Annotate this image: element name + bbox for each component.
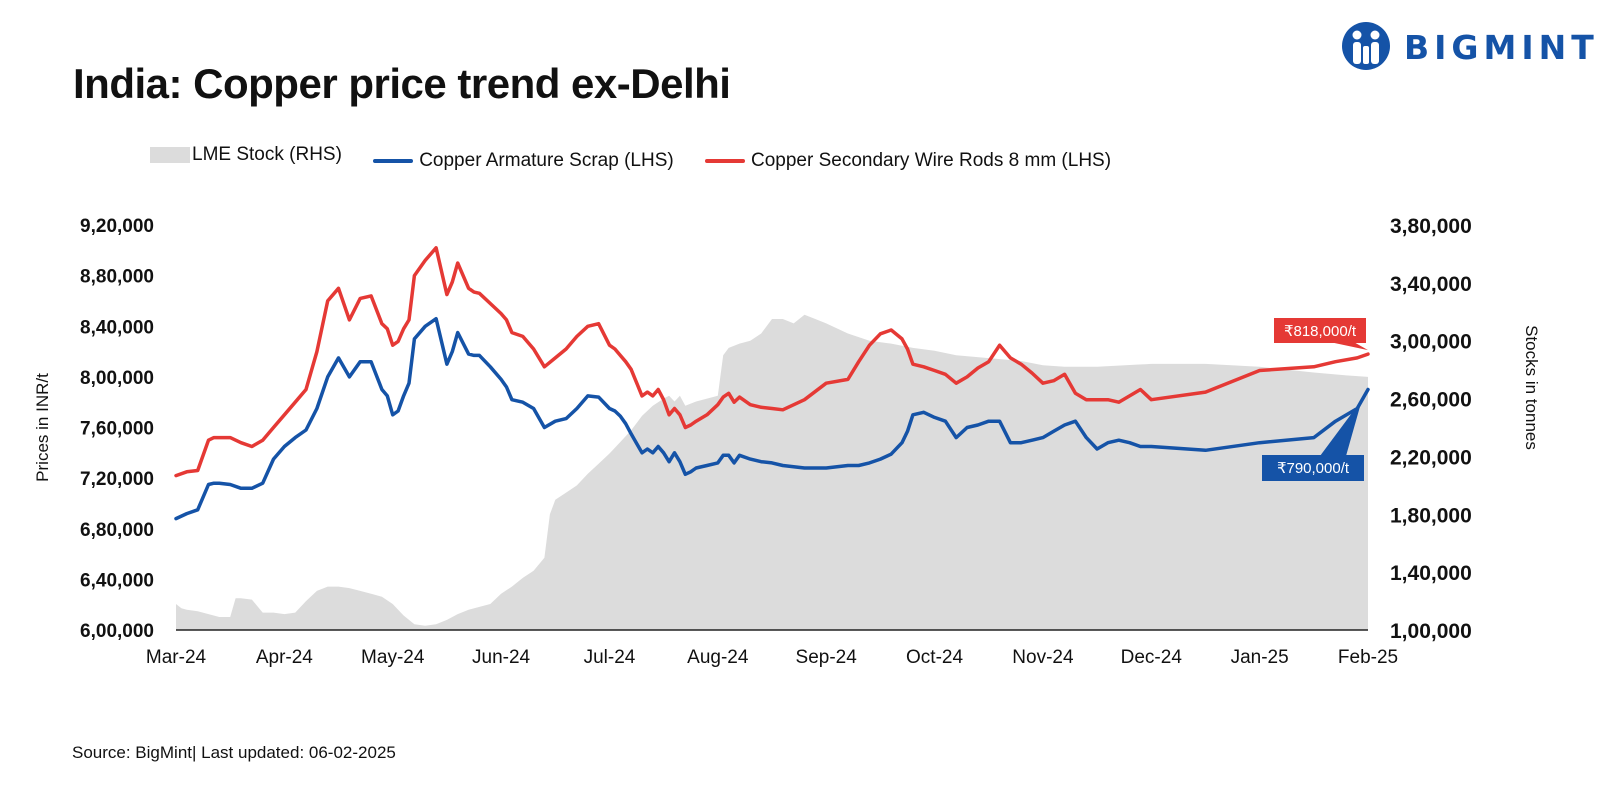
y-left-tick-label: 6,80,000	[80, 520, 154, 541]
y-left-axis-title: Prices in INR/t	[33, 373, 52, 482]
red-callout-box	[1274, 318, 1366, 343]
x-tick-label: Sep-24	[796, 647, 858, 668]
y-left-tick-label: 8,00,000	[80, 368, 154, 389]
legend-swatch-blue-line	[373, 159, 414, 163]
brand-name: BIGMINT	[1404, 28, 1599, 67]
y-right-tick-label: 3,40,000	[1390, 273, 1472, 296]
bigmint-logo-icon	[1342, 22, 1390, 70]
y-left-tick-label: 8,80,000	[80, 267, 154, 288]
y-left-tick-label: 6,40,000	[80, 570, 154, 591]
x-tick-label: Jun-24	[472, 647, 531, 668]
legend-label-lme-stock: LME Stock (RHS)	[192, 144, 342, 165]
y-left-tick-label: 7,20,000	[80, 469, 154, 490]
y-right-tick-label: 3,00,000	[1390, 331, 1472, 354]
legend-label-wire-rods: Copper Secondary Wire Rods 8 mm (LHS)	[750, 150, 1112, 171]
legend-label-armature-scrap: Copper Armature Scrap (LHS)	[419, 150, 674, 171]
y-right-tick-label: 3,80,000	[1390, 215, 1472, 238]
y-left-tick-label: 7,60,000	[80, 419, 154, 440]
y-left-tick-label: 8,40,000	[80, 317, 154, 338]
x-tick-label: Apr-24	[256, 647, 313, 668]
y-right-tick-label: 1,80,000	[1390, 504, 1472, 527]
blue-callout-box	[1262, 455, 1364, 481]
legend-item-armature-scrap: Copper Armature Scrap (LHS)	[373, 150, 674, 172]
y-right-tick-label: 1,40,000	[1390, 562, 1472, 585]
y-left-tick-label: 6,00,000	[80, 621, 154, 642]
legend-swatch-red-line	[704, 159, 745, 163]
legend-item-lme-stock: LME Stock (RHS)	[150, 144, 342, 166]
blue-callout-label: ₹790,000/t	[1277, 460, 1350, 477]
chart-title: India: Copper price trend ex-Delhi	[73, 60, 731, 107]
blue-callout-pointer	[1320, 399, 1362, 456]
x-tick-label: May-24	[361, 647, 425, 668]
x-tick-label: Oct-24	[906, 647, 963, 668]
chart-legend: LME Stock (RHS) Copper Armature Scrap (L…	[150, 144, 1137, 171]
y-right-tick-label: 1,00,000	[1390, 620, 1472, 643]
y-right-tick-label: 2,20,000	[1390, 446, 1472, 469]
y-right-tick-label: 2,60,000	[1390, 389, 1472, 412]
y-left-tick-label: 9,20,000	[80, 216, 154, 237]
x-tick-label: Aug-24	[687, 647, 749, 668]
red-callout-pointer	[1325, 341, 1368, 351]
lme-stock-area	[176, 314, 1368, 630]
legend-item-wire-rods: Copper Secondary Wire Rods 8 mm (LHS)	[704, 150, 1112, 172]
x-tick-label: Feb-25	[1338, 647, 1398, 668]
bigmint-logo: BIGMINT	[1340, 20, 1594, 72]
armature-scrap-line	[174, 316, 1370, 521]
source-note: Source: BigMint| Last updated: 06-02-202…	[72, 743, 396, 762]
x-tick-label: Nov-24	[1012, 647, 1074, 668]
wire-rods-line	[174, 246, 1370, 478]
x-tick-label: Mar-24	[146, 647, 207, 668]
x-tick-label: Jul-24	[584, 647, 636, 668]
red-callout-label: ₹818,000/t	[1284, 323, 1357, 340]
x-tick-label: Jan-25	[1231, 647, 1289, 668]
y-right-axis-title: Stocks in tonnes	[1522, 325, 1541, 450]
legend-swatch-area	[150, 147, 190, 163]
x-tick-label: Dec-24	[1121, 647, 1183, 668]
